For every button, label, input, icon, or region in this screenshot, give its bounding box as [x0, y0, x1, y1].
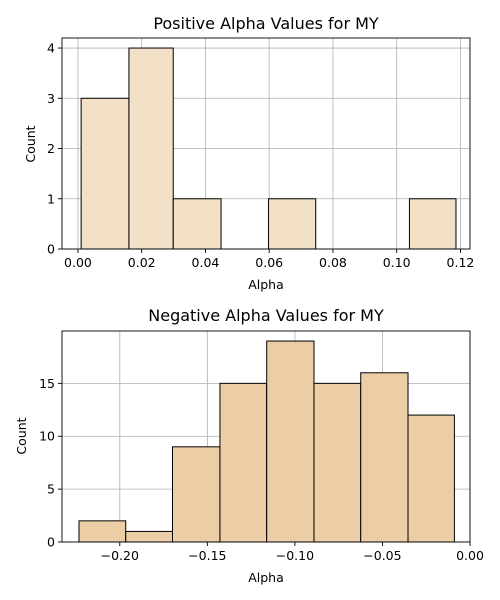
y-tick-label: 5 — [47, 482, 55, 497]
y-tick-label: 0 — [47, 535, 55, 550]
x-tick-label: −0.15 — [188, 548, 226, 563]
x-tick-label: 0.08 — [319, 255, 347, 270]
x-axis-label: Alpha — [248, 570, 284, 585]
histogram-bar — [172, 198, 222, 250]
negative-alpha-histogram: Negative Alpha Values for MY Alpha Count… — [14, 306, 484, 585]
x-ticks: −0.20 −0.15 −0.10 −0.05 0.00 — [101, 542, 484, 563]
histogram-bar — [125, 530, 173, 543]
y-ticks: 0 1 2 3 4 — [47, 41, 62, 257]
y-tick-label: 10 — [39, 429, 55, 444]
histogram-bar — [78, 520, 127, 543]
chart-title: Negative Alpha Values for MY — [148, 306, 384, 325]
y-axis-label: Count — [14, 417, 29, 454]
x-tick-label: 0.04 — [192, 255, 220, 270]
x-tick-label: 0.12 — [447, 255, 475, 270]
plot-frame — [61, 37, 471, 250]
y-tick-label: 15 — [39, 376, 55, 391]
histogram-bar — [408, 198, 457, 250]
y-tick-label: 1 — [47, 191, 55, 206]
histogram-bar — [407, 414, 455, 543]
x-axis-label: Alpha — [248, 277, 284, 292]
x-tick-label: 0.06 — [255, 255, 283, 270]
histogram-bar — [128, 47, 174, 250]
positive-alpha-histogram: Positive Alpha Values for MY Alpha Count… — [23, 14, 474, 292]
y-ticks: 0 5 10 15 — [39, 376, 62, 550]
y-tick-label: 4 — [47, 41, 55, 56]
x-tick-label: −0.20 — [101, 548, 139, 563]
x-tick-label: −0.05 — [363, 548, 401, 563]
x-tick-label: −0.10 — [276, 548, 314, 563]
bars — [78, 340, 455, 543]
histogram-bar — [360, 372, 409, 543]
x-tick-label: 0.02 — [128, 255, 156, 270]
y-axis-label: Count — [23, 125, 38, 162]
histogram-bar — [313, 382, 362, 543]
x-tick-label: 0.10 — [383, 255, 411, 270]
x-tick-label: 0.00 — [456, 548, 484, 563]
y-tick-label: 2 — [47, 141, 55, 156]
histogram-bar — [268, 198, 317, 250]
histogram-bar — [266, 340, 315, 543]
x-tick-label: 0.00 — [64, 255, 92, 270]
histogram-bar — [219, 382, 268, 543]
x-ticks: 0.00 0.02 0.04 0.06 0.08 0.10 0.12 — [64, 249, 474, 270]
y-tick-label: 0 — [47, 242, 55, 257]
chart-title: Positive Alpha Values for MY — [153, 14, 379, 33]
histogram-bar — [80, 97, 130, 250]
histogram-bar — [171, 446, 221, 543]
y-tick-label: 3 — [47, 91, 55, 106]
bars — [80, 47, 457, 250]
